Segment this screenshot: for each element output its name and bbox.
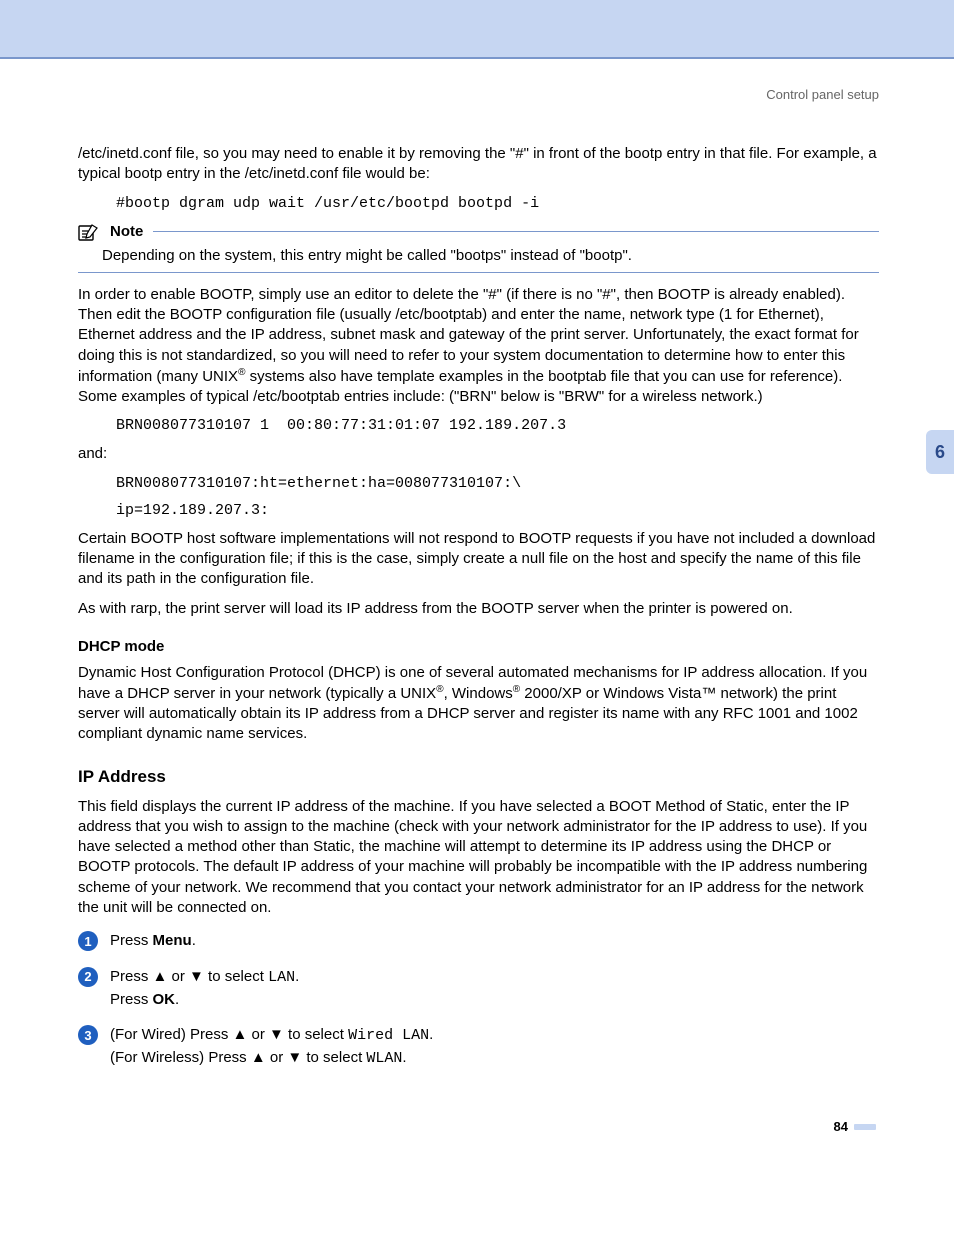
step-3: 3 (For Wired) Press ▲ or ▼ to select Wir… [78,1024,879,1070]
step1-c: . [192,932,196,949]
step2-d: . [175,991,179,1008]
step2-b: . [295,968,299,985]
step2-ok: OK [153,991,176,1008]
step-1-body: Press Menu. [110,930,196,952]
page-body: Control panel setup /etc/inetd.conf file… [0,59,954,1164]
step2-lan: LAN [268,969,295,986]
step-1: 1 Press Menu. [78,930,879,952]
page-number: 84 [834,1119,876,1134]
code-bootptab-2a: BRN008077310107:ht=ethernet:ha=008077310… [116,475,879,492]
ip-address-heading: IP Address [78,767,879,787]
dhcp-heading: DHCP mode [78,638,879,655]
bootp-paragraph-1: In order to enable BOOTP, simply use an … [78,285,879,408]
step-3-body: (For Wired) Press ▲ or ▼ to select Wired… [110,1024,433,1070]
registered-mark: ® [436,684,443,695]
code-bootp-inetd: #bootp dgram udp wait /usr/etc/bootpd bo… [116,195,879,212]
step-number-3: 3 [78,1025,98,1045]
breadcrumb: Control panel setup [78,87,879,102]
note-rule-bottom [78,272,879,273]
ip-address-body: This field displays the current IP addre… [78,797,879,919]
note-rule-top [153,231,879,232]
step1-a: Press [110,932,153,949]
note-title: Note [110,223,143,240]
step-2-body: Press ▲ or ▼ to select LAN. Press OK. [110,966,299,1011]
step1-menu: Menu [153,932,192,949]
step2-a: Press ▲ or ▼ to select [110,968,268,985]
intro-paragraph: /etc/inetd.conf file, so you may need to… [78,144,879,185]
code-bootptab-2b: ip=192.189.207.3: [116,502,879,519]
bootp-paragraph-3: As with rarp, the print server will load… [78,599,879,619]
header-band [0,0,954,57]
step3-wlan: WLAN [366,1050,402,1067]
note-icon [78,222,100,242]
step-2: 2 Press ▲ or ▼ to select LAN. Press OK. [78,966,879,1011]
step3-d: . [402,1049,406,1066]
step-number-2: 2 [78,967,98,987]
step3-a: (For Wired) Press ▲ or ▼ to select [110,1026,348,1043]
bootp-paragraph-2: Certain BOOTP host software implementati… [78,529,879,590]
note-block: Note Depending on the system, this entry… [78,222,879,273]
code-bootptab-1: BRN008077310107 1 00:80:77:31:01:07 192.… [116,417,879,434]
dhcp-body: Dynamic Host Configuration Protocol (DHC… [78,663,879,745]
step-number-1: 1 [78,931,98,951]
page-number-bar [854,1124,876,1130]
step3-b: . [429,1026,433,1043]
note-body: Depending on the system, this entry migh… [78,242,879,272]
dhcp-body-b: , Windows [444,685,513,702]
step3-c: (For Wireless) Press ▲ or ▼ to select [110,1049,366,1066]
step3-wired: Wired LAN [348,1027,429,1044]
step2-c: Press [110,991,153,1008]
page-number-value: 84 [834,1119,848,1134]
steps-list: 1 Press Menu. 2 Press ▲ or ▼ to select L… [78,930,879,1070]
and-label: and: [78,444,879,464]
